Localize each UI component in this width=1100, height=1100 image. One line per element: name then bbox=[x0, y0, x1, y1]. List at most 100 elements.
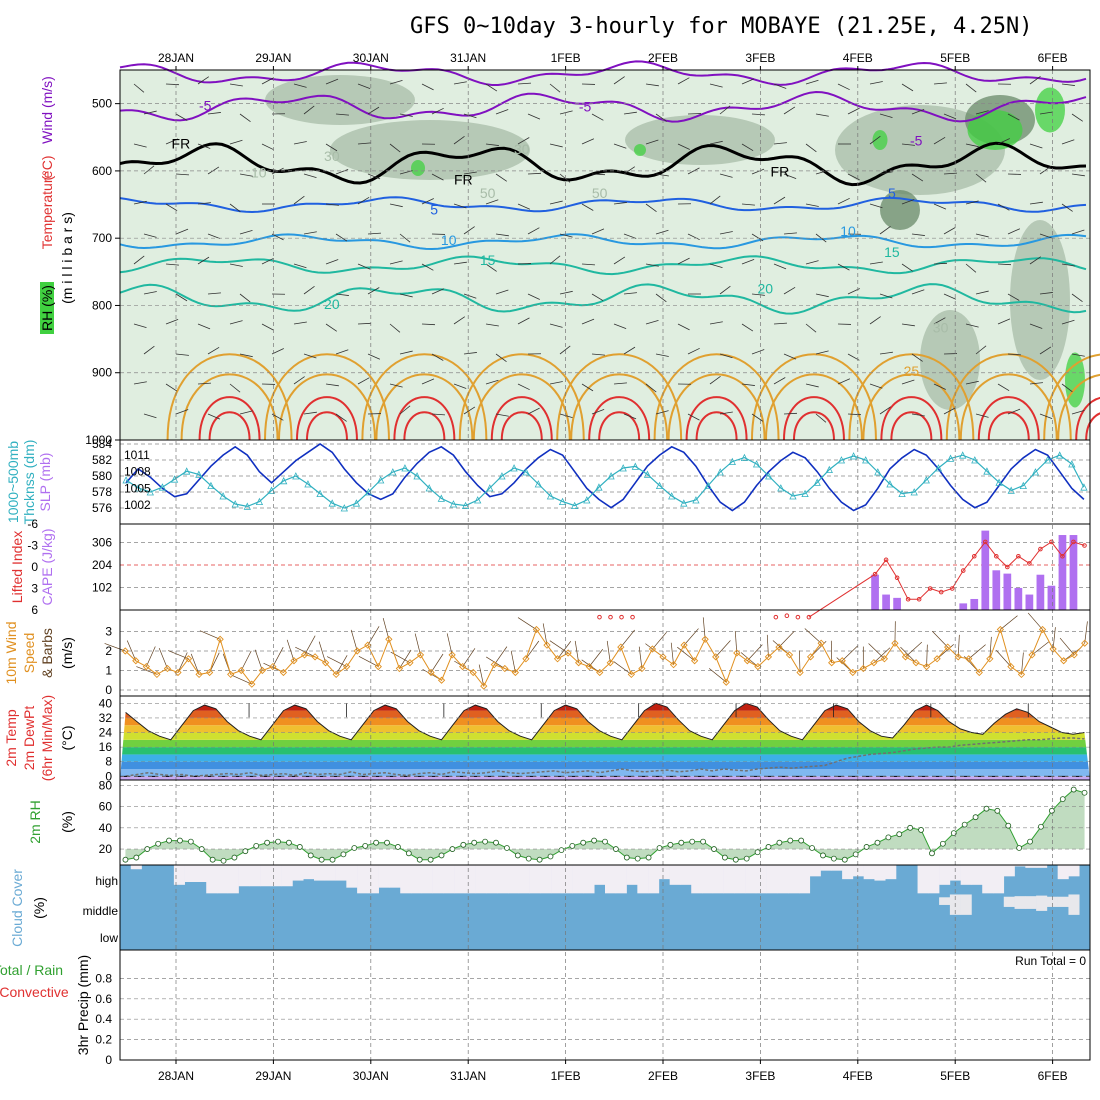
temp-contour-surface bbox=[945, 353, 1072, 441]
wind-point bbox=[838, 657, 846, 665]
wind-barb bbox=[581, 263, 595, 266]
thickness-tick: 582 bbox=[92, 453, 112, 467]
wind-point bbox=[269, 662, 277, 671]
wind-barb bbox=[773, 196, 786, 205]
wind-barb bbox=[1061, 319, 1075, 325]
wind-barb bbox=[581, 383, 594, 392]
wind-barb bbox=[549, 200, 563, 205]
wind-barb-10m bbox=[683, 628, 699, 646]
wind-barb bbox=[207, 292, 221, 295]
wind-barb bbox=[559, 290, 573, 295]
wind-point bbox=[1017, 670, 1026, 679]
wind-barb bbox=[133, 83, 145, 93]
rh-line bbox=[125, 789, 1085, 862]
wind-point bbox=[216, 635, 224, 643]
rh-point bbox=[602, 838, 608, 845]
wind-barb-10m bbox=[989, 636, 992, 659]
thickness-point bbox=[255, 497, 264, 505]
wind-barb bbox=[165, 203, 178, 212]
wind-barb bbox=[549, 323, 563, 328]
thickness-point bbox=[389, 468, 397, 476]
cloud-high-gap bbox=[734, 865, 746, 894]
cloud-high-gap bbox=[432, 865, 444, 894]
thickness-point bbox=[280, 476, 288, 485]
cloud-high-gap bbox=[378, 865, 390, 888]
axis-label-wind: Wind (m/s) bbox=[39, 76, 55, 144]
li-line bbox=[808, 541, 1085, 618]
thickness-line bbox=[125, 454, 1085, 509]
rh-point bbox=[296, 844, 303, 850]
temp-contour bbox=[119, 141, 1087, 187]
axis-label-cloud: Cloud Cover bbox=[9, 869, 25, 947]
wind-barb bbox=[815, 293, 829, 298]
wind-point bbox=[859, 664, 867, 673]
wind-barb bbox=[783, 412, 798, 415]
wind-barb-10m bbox=[1031, 641, 1050, 656]
wind-barb bbox=[421, 198, 434, 205]
wind-barb bbox=[815, 350, 829, 355]
wind-point bbox=[754, 662, 762, 671]
axis-label-cloud-units: (%) bbox=[31, 897, 47, 919]
thickness-point bbox=[922, 476, 930, 484]
wind-barb-10m bbox=[190, 653, 200, 675]
wind-barb bbox=[143, 291, 157, 295]
date-label-top: 6FEB bbox=[1038, 51, 1068, 65]
rh-point bbox=[994, 807, 1001, 814]
wind-barb bbox=[463, 226, 475, 235]
cloud-mid bbox=[1068, 894, 1080, 915]
wind-point bbox=[195, 670, 203, 679]
rh-point bbox=[536, 856, 543, 863]
thickness-point bbox=[219, 492, 227, 500]
thickness-point bbox=[546, 492, 555, 500]
axis-label-wind10: 10m Wind bbox=[3, 621, 19, 684]
wind-point bbox=[986, 655, 994, 663]
wind-point bbox=[806, 653, 815, 661]
wind-barb bbox=[399, 405, 411, 415]
thickness-point bbox=[607, 472, 615, 480]
temp-contour-surface bbox=[295, 396, 358, 441]
wind-barb bbox=[367, 106, 380, 115]
wind-barb bbox=[495, 413, 509, 417]
wind-barb bbox=[389, 143, 401, 153]
wind-barb bbox=[879, 226, 891, 235]
wind-barb bbox=[229, 139, 243, 145]
cloud-high-gap bbox=[367, 865, 379, 894]
cape-bar bbox=[1014, 587, 1023, 610]
wind-barb bbox=[357, 322, 372, 325]
temp-band bbox=[120, 754, 1090, 762]
axis-label-cape: CAPE (J/kg) bbox=[39, 528, 55, 605]
cloud-high-gap bbox=[702, 865, 714, 894]
wind-barb bbox=[805, 79, 819, 85]
temp-contour-surface bbox=[667, 373, 766, 441]
cloud-high-gap bbox=[1003, 865, 1015, 877]
cloud-high-gap bbox=[357, 865, 369, 894]
temp-contour-surface bbox=[880, 396, 943, 441]
wind-barb bbox=[293, 263, 307, 269]
axis-label-wind-units: (m/s) bbox=[59, 637, 75, 669]
thickness-point bbox=[777, 484, 785, 492]
thickness-point bbox=[122, 476, 130, 484]
temp-contour-surface bbox=[393, 396, 456, 441]
cloud-high-gap bbox=[766, 865, 778, 894]
wind-barb bbox=[207, 112, 221, 115]
contour-label: 20 bbox=[757, 280, 773, 296]
thickness-point bbox=[437, 494, 445, 502]
wind-barb bbox=[1039, 166, 1051, 175]
cape-bar bbox=[1003, 573, 1012, 610]
thickness-point bbox=[364, 488, 373, 496]
cloud-high-gap bbox=[1025, 865, 1037, 868]
thickness-point bbox=[474, 496, 482, 504]
temp-contour-surface bbox=[1043, 353, 1100, 441]
cloud-high-gap bbox=[270, 865, 282, 887]
cloud-high-gap bbox=[809, 865, 821, 877]
wind-barb bbox=[389, 260, 403, 265]
li-point bbox=[994, 553, 999, 559]
li-point bbox=[806, 614, 812, 620]
wind-barb bbox=[527, 172, 542, 175]
wind-barb bbox=[325, 78, 339, 85]
wind-barb bbox=[965, 200, 979, 205]
wind-barb bbox=[197, 143, 211, 149]
cloud-high-gap bbox=[217, 865, 229, 894]
thickness-point bbox=[522, 468, 530, 476]
